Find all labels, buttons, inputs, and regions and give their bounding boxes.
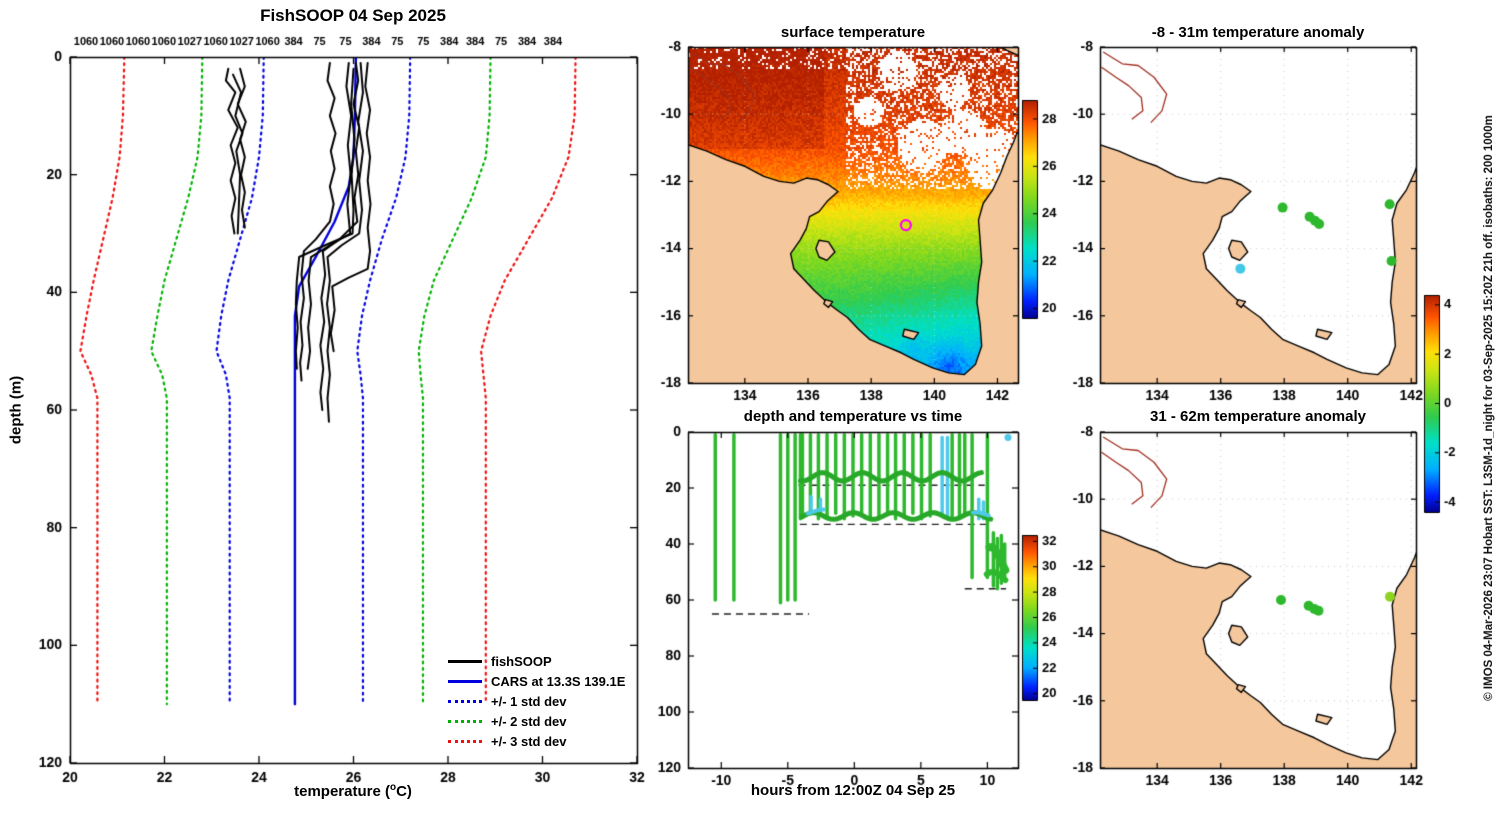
legend-line-sample: [448, 659, 482, 663]
legend-item-3std: +/- 3 std dev: [448, 731, 625, 751]
legend-item-1std: +/- 1 std dev: [448, 691, 625, 711]
legend-label: +/- 3 std dev: [491, 733, 567, 749]
legend-label: CARS at 13.3S 139.1E: [491, 673, 626, 689]
legend-label: +/- 1 std dev: [491, 693, 567, 709]
legend-item-fishsoop: fishSOOP: [448, 651, 625, 671]
legend-line-sample: [448, 679, 482, 683]
anomaly-lower-title: 31 - 62m temperature anomaly: [1150, 408, 1366, 425]
profile-legend: fishSOOP CARS at 13.3S 139.1E +/- 1 std …: [448, 651, 625, 751]
legend-line-sample: [448, 699, 482, 703]
depth-axis-label: depth (m): [7, 375, 25, 445]
anomaly-upper-title: -8 - 31m temperature anomaly: [1151, 24, 1365, 41]
legend-label: fishSOOP: [491, 653, 552, 669]
legend-label: +/- 2 std dev: [491, 713, 567, 729]
legend-line-sample: [448, 719, 482, 723]
temperature-axis-label-post: C): [396, 783, 412, 800]
sst-map-title: surface temperature: [780, 24, 926, 41]
profile-title: FishSOOP 04 Sep 2025: [260, 6, 446, 25]
degree-superscript: o: [389, 782, 397, 793]
temperature-axis-label: temperature (oC): [294, 782, 412, 800]
legend-line-sample: [448, 739, 482, 743]
temperature-axis-label-pre: temperature (: [294, 783, 390, 800]
legend-item-cars: CARS at 13.3S 139.1E: [448, 671, 625, 691]
hours-axis-label: hours from 12:00Z 04 Sep 25: [750, 782, 956, 799]
copyright-text: © IMOS 04-Mar-2026 23:07 Hobart SST: L3S…: [1483, 115, 1495, 701]
legend-item-2std: +/- 2 std dev: [448, 711, 625, 731]
timeseries-title: depth and temperature vs time: [743, 408, 963, 425]
